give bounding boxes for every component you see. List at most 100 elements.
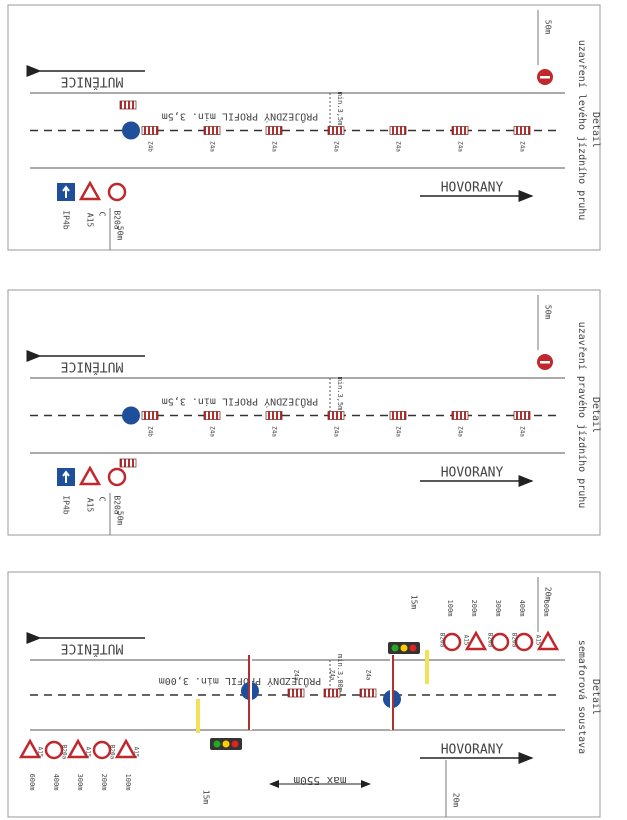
profile-note: PRŮJEZDNÝ PROFIL min. 3,00m <box>159 675 322 688</box>
sign-note: 100m <box>446 600 454 617</box>
cone <box>141 411 159 420</box>
sign-label: B20a <box>113 210 122 229</box>
sign-label: IP4b <box>62 495 71 514</box>
signal-stop-line <box>196 699 200 733</box>
town-right: HOVORANY <box>441 466 504 481</box>
cone <box>451 411 469 420</box>
distance-bottom: 50m <box>116 511 125 526</box>
sign-label: A15 <box>463 635 470 646</box>
sign-label: B20a <box>113 495 122 514</box>
signal-lamp <box>409 644 417 652</box>
cone <box>323 688 341 698</box>
sign-note: 400m <box>52 774 60 791</box>
cone <box>265 411 283 420</box>
profile-note: PRŮJEZDNÝ PROFIL min. 3,5m <box>162 396 319 409</box>
cone-label: Z4a <box>395 141 402 152</box>
panel-frame <box>7 4 601 251</box>
warning-sign <box>536 630 560 651</box>
cone <box>287 688 305 698</box>
town-left: MUTĚNICE <box>61 359 124 375</box>
town-left: MUTĚNICE <box>61 641 124 657</box>
town-right: HOVORANY <box>441 181 504 196</box>
sign-label: A15 <box>86 213 95 228</box>
cone-label: Z4a <box>271 426 278 437</box>
sign-label: A15 <box>86 498 95 513</box>
cone <box>265 126 283 135</box>
distance-top: 50m <box>544 20 553 35</box>
signal-lamp <box>222 740 230 748</box>
speed-sign <box>514 632 534 652</box>
sign-label: A15 <box>37 747 44 758</box>
sign-note: C <box>98 212 107 217</box>
subtitle: semaforová soustava <box>576 640 588 754</box>
cone-label: Z4a <box>333 426 340 437</box>
speed-sign <box>107 467 127 487</box>
width-note: min.3,5m <box>336 377 344 411</box>
sign-label: B20a <box>439 633 446 648</box>
warning-sign <box>66 738 90 759</box>
sign-label: A15 <box>535 635 542 646</box>
sign-label: B20a <box>61 745 68 760</box>
width-note: min.3,00m <box>336 654 344 692</box>
cone-label: Z4a <box>329 670 336 681</box>
sign-label: IP4b <box>62 210 71 229</box>
cone <box>513 126 531 135</box>
speed-sign <box>44 740 64 760</box>
max-length: max 550m <box>293 774 346 787</box>
subtitle: uzavření pravého jízdního pruhu <box>576 322 588 509</box>
sign-label: A15 <box>133 747 140 758</box>
cone <box>119 458 137 468</box>
sign-note: 600m <box>28 774 36 791</box>
cone <box>141 126 159 135</box>
speed-sign <box>490 632 510 652</box>
sign-label: B20a <box>487 633 494 648</box>
warning-sign <box>114 738 138 759</box>
sign-label: A15 <box>85 747 92 758</box>
cone-label: Z4a <box>209 141 216 152</box>
cone <box>119 100 137 110</box>
distance-top: 50m <box>544 305 553 320</box>
cone <box>513 411 531 420</box>
sign-note: 100m <box>124 774 132 791</box>
width-note: min.3,5m <box>336 92 344 126</box>
cone <box>359 688 377 698</box>
signal-lamp <box>213 740 221 748</box>
warning-sign <box>18 738 42 759</box>
sign-note: 300m <box>494 600 502 617</box>
panel-frame <box>7 571 601 818</box>
cone <box>389 411 407 420</box>
title: Detail <box>590 112 601 148</box>
town-left: MUTĚNICE <box>61 74 124 90</box>
cone <box>203 411 221 420</box>
signal-distance: 15m <box>202 790 211 805</box>
distance-top: 20m <box>544 587 553 602</box>
keep-sign <box>122 406 140 425</box>
info-arrow <box>62 185 70 198</box>
warning-sign <box>78 180 102 201</box>
speed-sign <box>107 182 127 202</box>
distance-bottom: 20m <box>452 793 461 808</box>
signal-lamp <box>231 740 239 748</box>
warning-sign <box>464 630 488 651</box>
sign-note: 300m <box>76 774 84 791</box>
cone <box>389 126 407 135</box>
signal-lamp <box>400 644 408 652</box>
cone-label: Z4a <box>333 141 340 152</box>
sign-note: 400m <box>518 600 526 617</box>
signal-lamp <box>391 644 399 652</box>
signal-stop-line <box>425 650 429 684</box>
cone-label: Z4a <box>457 141 464 152</box>
cone <box>327 411 345 420</box>
sign-note: 200m <box>100 774 108 791</box>
town-right: HOVORANY <box>441 743 504 758</box>
cone-label: Z4a <box>457 426 464 437</box>
panel-frame <box>7 289 601 536</box>
cone <box>451 126 469 135</box>
sign-note: 600m <box>542 600 550 617</box>
distance-bottom: 50m <box>116 226 125 241</box>
cone-label: Z4a <box>519 141 526 152</box>
warning-sign <box>78 465 102 486</box>
subtitle: uzavření levého jízdního pruhu <box>576 40 588 221</box>
